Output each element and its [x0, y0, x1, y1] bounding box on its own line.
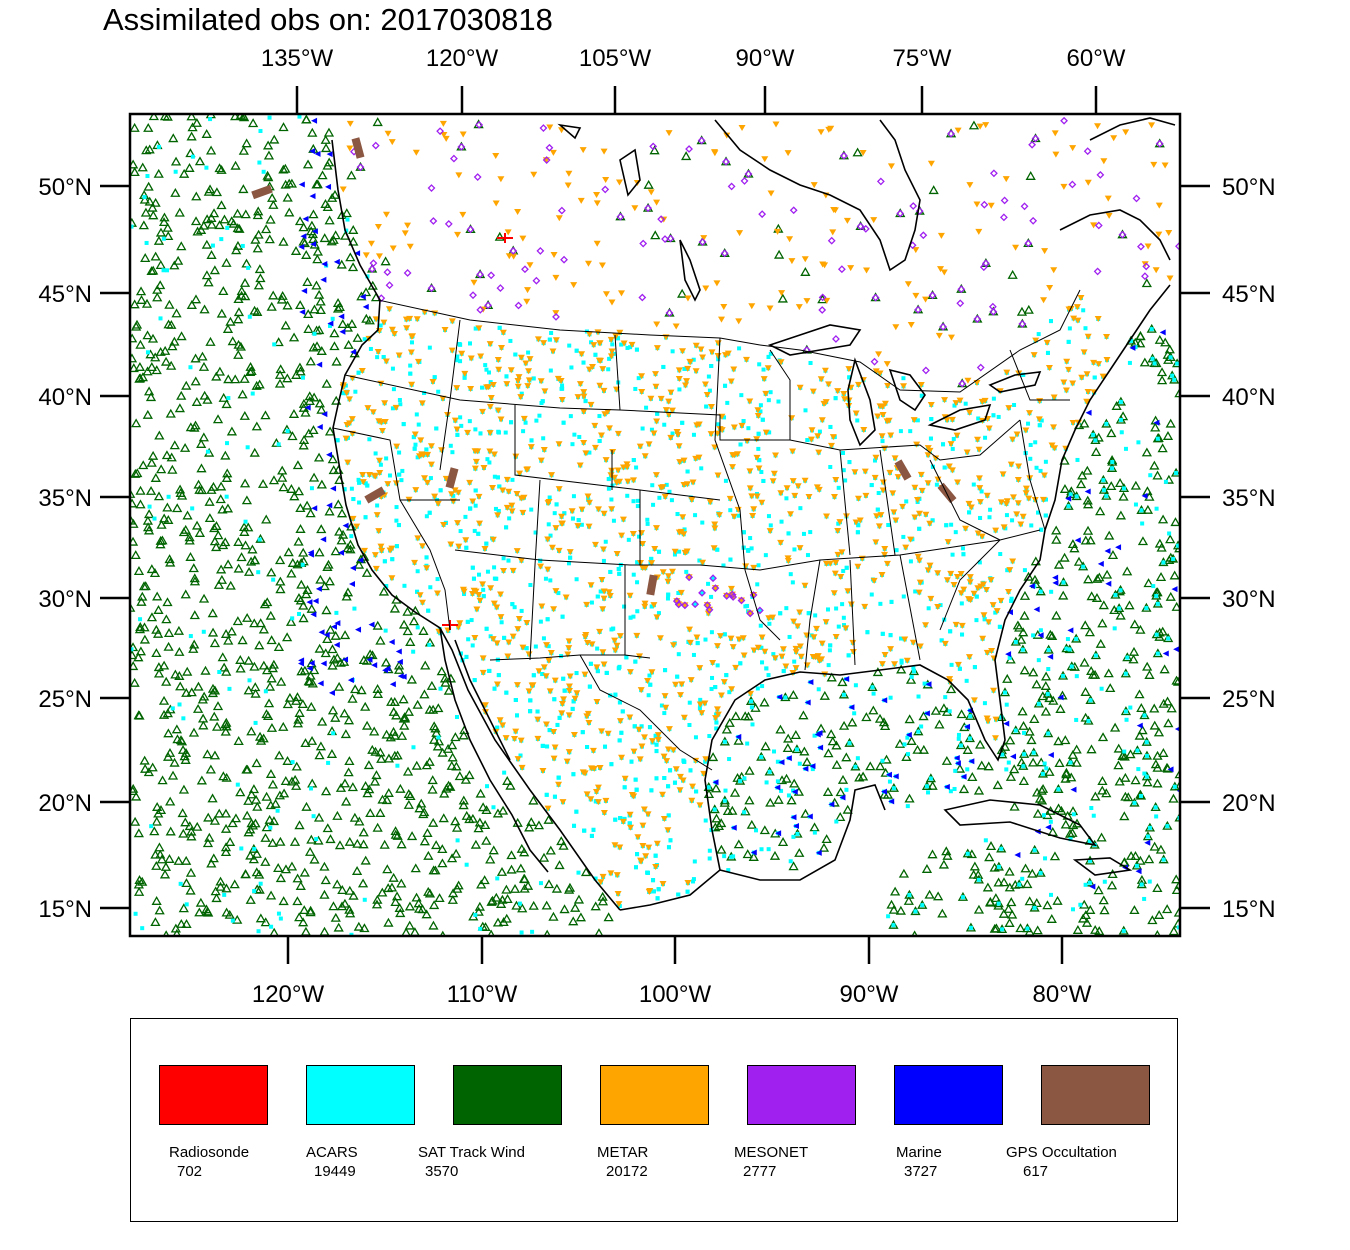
legend-label: SAT Track Wind [418, 1144, 525, 1161]
legend-label: MESONET [734, 1144, 808, 1161]
right-lat-tick-label: 15°N [1222, 896, 1276, 923]
bottom-lon-tick-label: 90°W [840, 981, 899, 1008]
legend-label: METAR [597, 1144, 648, 1161]
bottom-lon-tick-label: 100°W [639, 981, 712, 1008]
top-lon-tick-label: 120°W [426, 45, 499, 72]
top-lon-tick-label: 75°W [893, 45, 952, 72]
right-lat-tick-label: 45°N [1222, 281, 1276, 308]
legend-swatch [600, 1065, 709, 1125]
observation-map: 135°W 120°W 105°W 90°W 75°W 60°W 120°W 110°W 100… [38, 45, 1275, 1008]
legend-count: 3570 [425, 1163, 458, 1180]
legend-item: ACARS 19449 [278, 1019, 425, 1219]
right-lat-tick-label: 50°N [1222, 174, 1276, 201]
top-lon-tick-label: 105°W [579, 45, 652, 72]
legend-item: MESONET 2777 [719, 1019, 866, 1219]
left-lat-tick-label: 35°N [38, 485, 92, 512]
left-lat-tick-label: 15°N [38, 896, 92, 923]
political-borders [332, 289, 1081, 771]
legend-swatch [894, 1065, 1003, 1125]
right-lat-tick-label: 40°N [1222, 384, 1276, 411]
legend-swatch [453, 1065, 562, 1125]
bottom-lon-tick-label: 120°W [252, 981, 325, 1008]
legend-count: 2777 [743, 1163, 776, 1180]
legend-label: GPS Occultation [1006, 1144, 1117, 1161]
coastlines [331, 117, 1176, 911]
page-title: Assimilated obs on: 2017030818 [103, 2, 553, 38]
legend-item: METAR 20172 [572, 1019, 719, 1219]
legend-label: ACARS [306, 1144, 358, 1161]
map-frame [128, 112, 1182, 938]
legend-count: 19449 [314, 1163, 356, 1180]
legend-swatch [747, 1065, 856, 1125]
right-lat-tick-label: 25°N [1222, 686, 1276, 713]
left-lat-tick-label: 20°N [38, 790, 92, 817]
top-lon-tick-label: 135°W [261, 45, 334, 72]
left-lat-tick-label: 50°N [38, 174, 92, 201]
legend-item: Radiosonde 702 [131, 1019, 278, 1219]
legend-item: SAT Track Wind 3570 [418, 1019, 572, 1219]
legend-count: 20172 [606, 1163, 648, 1180]
legend-swatch [159, 1065, 268, 1125]
left-lat-tick-label: 25°N [38, 686, 92, 713]
left-lat-tick-label: 30°N [38, 586, 92, 613]
legend-count: 702 [177, 1163, 202, 1180]
bottom-lon-tick-label: 110°W [447, 981, 518, 1008]
right-lat-tick-label: 35°N [1222, 485, 1276, 512]
top-lon-tick-label: 60°W [1067, 45, 1126, 72]
legend: Radiosonde 702 ACARS 19449 SAT Track Wind 357… [130, 1018, 1178, 1222]
top-lon-tick-label: 90°W [736, 45, 795, 72]
legend-label: Radiosonde [169, 1144, 249, 1161]
legend-swatch [306, 1065, 415, 1125]
right-lat-tick-label: 20°N [1222, 790, 1276, 817]
legend-label: Marine [896, 1144, 942, 1161]
legend-item: Marine 3727 [866, 1019, 1013, 1219]
legend-item: GPS Occultation 617 [1006, 1019, 1160, 1219]
legend-swatch [1041, 1065, 1150, 1125]
axis-ticks: 135°W 120°W 105°W 90°W 75°W 60°W 120°W 110°W 100… [38, 45, 1275, 1008]
left-lat-tick-label: 40°N [38, 384, 92, 411]
legend-count: 3727 [904, 1163, 937, 1180]
bottom-lon-tick-label: 80°W [1033, 981, 1092, 1008]
observation-points [130, 114, 1180, 936]
left-lat-tick-label: 45°N [38, 281, 92, 308]
legend-count: 617 [1023, 1163, 1048, 1180]
right-lat-tick-label: 30°N [1222, 586, 1276, 613]
